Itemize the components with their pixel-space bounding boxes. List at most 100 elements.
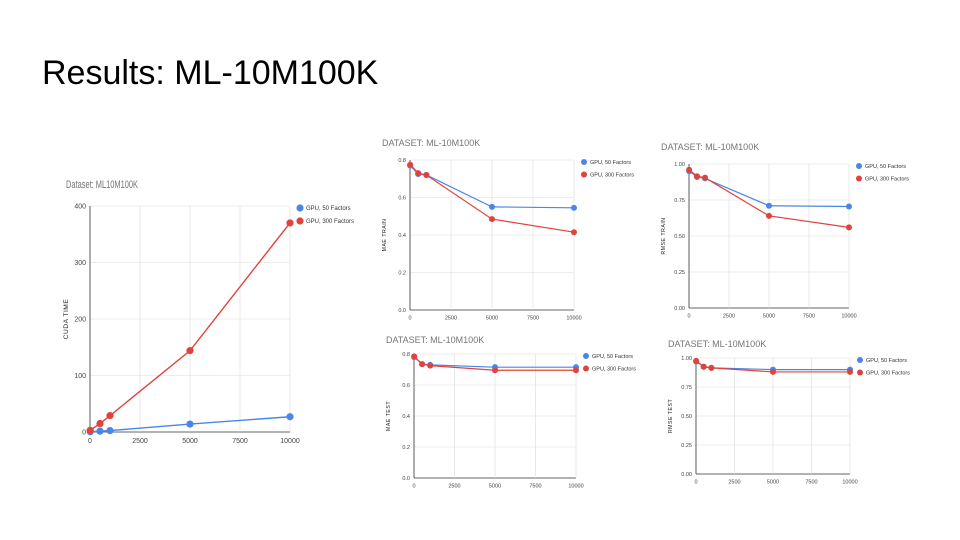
legend-label: GPU, 300 Factors — [592, 366, 636, 372]
data-point — [106, 426, 114, 435]
x-tick-label: 2500 — [728, 480, 740, 486]
legend-marker — [581, 159, 587, 165]
data-point — [571, 229, 577, 236]
y-tick-label: 0 — [82, 429, 86, 436]
x-tick-label: 7500 — [232, 438, 248, 445]
slide-title: Results: ML-10M100K — [42, 54, 379, 92]
legend-marker — [856, 175, 862, 182]
y-tick-label: 0.00 — [681, 472, 692, 478]
data-point — [423, 172, 430, 178]
legend-marker — [857, 369, 863, 376]
x-tick-label: 7500 — [805, 480, 817, 486]
data-point — [573, 367, 579, 374]
y-tick-label: 0.8 — [402, 352, 410, 358]
data-point — [411, 353, 418, 360]
y-tick-label: 0.4 — [398, 233, 406, 239]
data-point — [693, 357, 700, 364]
y-tick-label: 1.00 — [681, 356, 692, 362]
legend-marker — [296, 217, 304, 225]
data-point — [489, 203, 495, 210]
y-tick-label: 0.4 — [402, 414, 410, 420]
x-tick-label: 0 — [88, 438, 92, 445]
x-tick-label: 2500 — [448, 484, 460, 490]
chart-title: DATASET: ML-10M100K — [382, 138, 480, 148]
legend-label: GPU, 300 Factors — [590, 172, 634, 178]
y-tick-label: 0.00 — [674, 306, 685, 312]
chart-rmse-train: DATASET: ML-10M100K 0.00 0.25 0.50 0.75 1.00 0… — [655, 136, 925, 322]
y-tick-label: 0.6 — [398, 195, 406, 201]
y-tick-label: 0.50 — [681, 414, 692, 420]
data-point — [415, 170, 422, 177]
y-axis-label: RMSE TRAIN — [661, 217, 667, 254]
y-tick-label: 100 — [74, 373, 86, 380]
y-axis-label: RMSE TEST — [668, 399, 674, 434]
chart-mae-test: DATASET: ML-10M100K 0.0 0.2 0.4 0.6 0.8 0 2500 5… — [380, 332, 650, 490]
y-tick-label: 0.2 — [402, 445, 410, 451]
data-point — [766, 202, 772, 209]
legend-label: GPU, 50 Factors — [592, 354, 633, 360]
x-tick-label: 7500 — [529, 484, 541, 490]
y-axis-label: CUDA TIME — [63, 299, 70, 340]
data-point — [186, 420, 194, 428]
y-tick-label: 0.2 — [398, 270, 406, 276]
data-point — [770, 368, 776, 375]
data-point — [286, 413, 294, 421]
legend-marker — [296, 204, 304, 212]
chart-title: DATASET: ML-10M100K — [661, 142, 759, 152]
chart-mae-train: DATASET: ML-10M100K 0.0 0.2 0.4 0.6 0.8 0 2500 5… — [376, 132, 646, 322]
data-point — [766, 212, 772, 219]
legend-label: GPU, 50 Factors — [306, 206, 351, 212]
x-tick-label: 7500 — [803, 314, 815, 320]
chart-cuda-time: Dataset: ML10M100K 0 100 200 300 400 0 2500 5000… — [52, 172, 354, 472]
data-point — [694, 173, 700, 180]
x-tick-label: 0 — [694, 480, 697, 486]
y-tick-label: 0.6 — [402, 383, 410, 389]
y-axis-label: MAE TRAIN — [382, 219, 388, 252]
chart-svg-cuda: Dataset: ML10M100K 0 100 200 300 400 0 2500 5000… — [63, 179, 354, 445]
data-point — [96, 419, 104, 428]
y-tick-label: 0.0 — [398, 308, 406, 314]
legend-label: GPU, 50 Factors — [866, 358, 907, 364]
data-point — [186, 347, 194, 355]
y-tick-label: 0.25 — [681, 443, 692, 449]
y-tick-label: 200 — [74, 316, 86, 323]
data-point — [686, 166, 693, 173]
x-tick-label: 7500 — [527, 316, 539, 322]
data-point — [846, 203, 852, 210]
data-point — [708, 364, 715, 371]
data-point — [702, 174, 708, 181]
data-point — [489, 216, 495, 223]
x-tick-label: 10000 — [842, 480, 857, 486]
legend-label: GPU, 50 Factors — [865, 164, 906, 170]
x-tick-label: 5000 — [489, 484, 501, 490]
x-tick-label: 2500 — [132, 438, 148, 445]
data-point — [847, 368, 853, 375]
x-tick-label: 0 — [687, 314, 690, 320]
legend-marker — [857, 357, 863, 363]
chart-svg-mae-train: DATASET: ML-10M100K 0.0 0.2 0.4 0.6 0.8 0 2500 5… — [382, 138, 634, 322]
x-tick-label: 2500 — [445, 316, 457, 322]
y-tick-label: 0.0 — [402, 476, 410, 482]
data-point — [419, 361, 426, 368]
data-point — [286, 219, 294, 227]
legend-marker — [583, 365, 589, 372]
legend-marker — [856, 163, 862, 169]
data-point — [407, 161, 414, 168]
data-point — [700, 363, 707, 370]
x-tick-label: 5000 — [182, 438, 198, 445]
legend-label: GPU, 300 Factors — [306, 219, 354, 225]
legend-label: GPU, 300 Factors — [866, 370, 910, 376]
x-tick-label: 10000 — [568, 484, 583, 490]
legend-marker — [581, 171, 587, 178]
data-point — [106, 412, 114, 420]
data-point — [846, 224, 852, 231]
legend-marker — [583, 353, 589, 359]
x-tick-label: 10000 — [280, 438, 300, 445]
chart-rmse-test: DATASET: ML-10M100K 0.00 0.25 0.50 0.75 1.00 0… — [662, 336, 932, 486]
x-tick-label: 5000 — [763, 314, 775, 320]
y-tick-label: 1.00 — [674, 162, 685, 168]
data-point — [571, 204, 577, 211]
x-tick-label: 2500 — [723, 314, 735, 320]
data-point — [492, 367, 498, 374]
legend-label: GPU, 50 Factors — [590, 160, 631, 166]
